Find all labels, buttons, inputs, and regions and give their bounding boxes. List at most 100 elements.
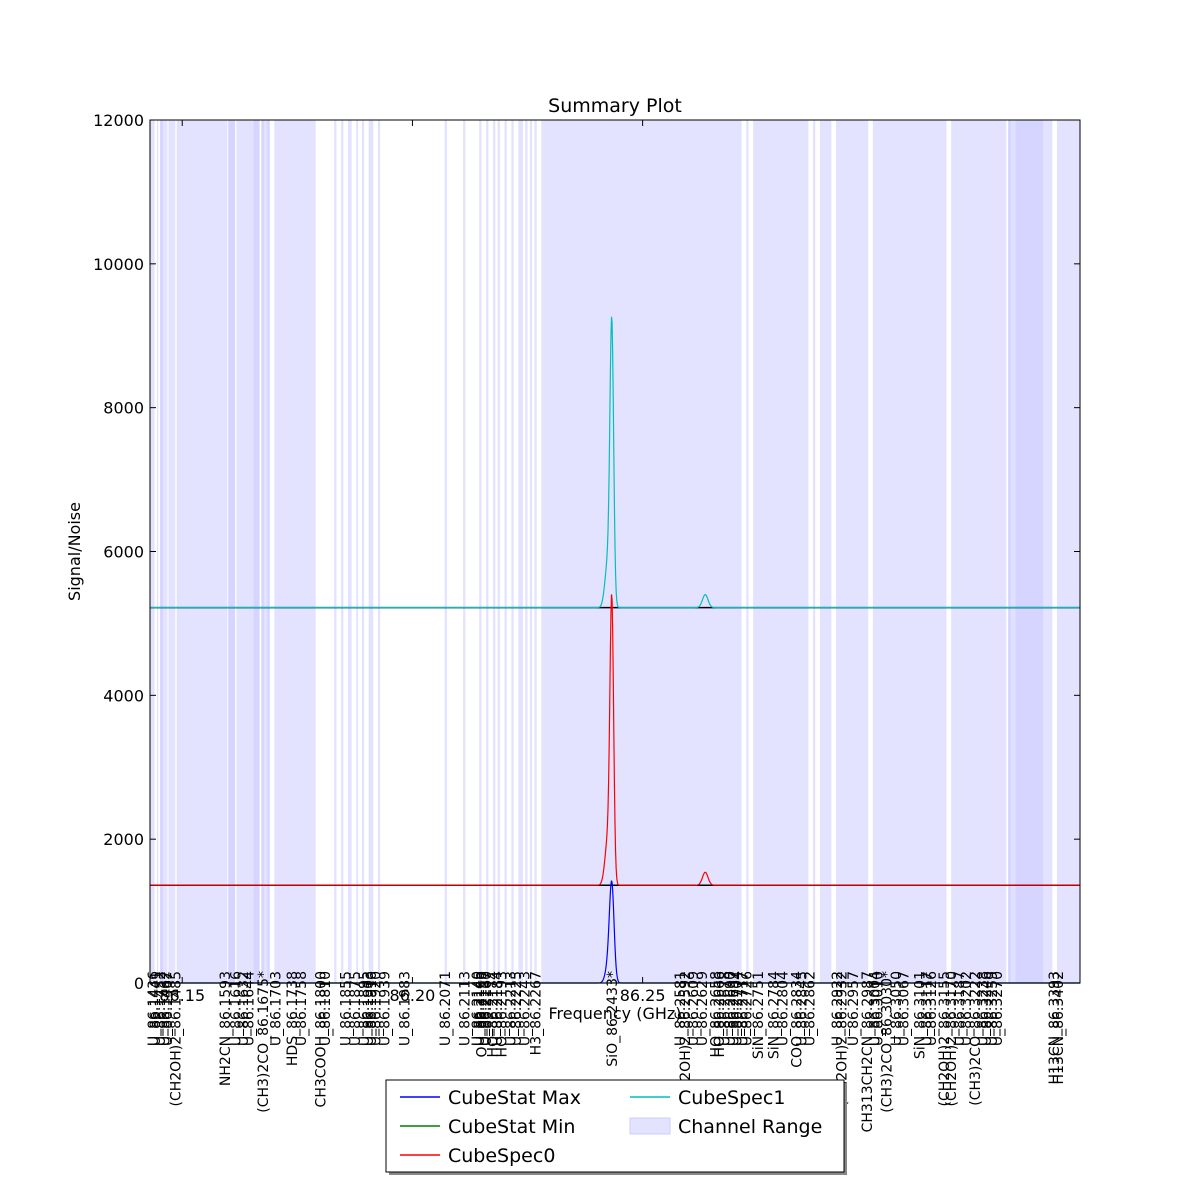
- line-label: U_86.2071: [438, 971, 454, 1046]
- channel-range-band: [179, 120, 228, 983]
- channel-range-band: [529, 120, 533, 983]
- legend: CubeStat Max CubeSpec1 CubeStat Min Channel…: [385, 1079, 847, 1175]
- channel-range-band: [1056, 120, 1080, 983]
- channel-range-band: [492, 120, 496, 983]
- line-label: HO_86.2174: [486, 971, 502, 1058]
- line-label: CH3COOH_86.1800: [313, 971, 329, 1107]
- line-label: U_86.1855: [339, 971, 355, 1046]
- line-label: U_86.1920: [369, 971, 385, 1046]
- line-label: U_86.1903: [361, 971, 377, 1046]
- channel-range-band: [347, 120, 352, 983]
- channel-range-band: [541, 120, 742, 983]
- y-axis-label: Signal/Noise: [65, 502, 84, 601]
- line-label: U_86.1441: [148, 971, 164, 1046]
- line-label: U_86.3202: [959, 971, 975, 1046]
- line-label: U_86.1462: [158, 971, 174, 1046]
- y-tick-label: 2000: [103, 830, 144, 849]
- line-label: U_86.3067: [897, 971, 913, 1046]
- channel-range-band: [368, 120, 374, 983]
- channel-range-band: [156, 120, 159, 983]
- line-label: (CH2OH)2_86.1485: [168, 971, 184, 1106]
- x-tick-label: 86.25: [620, 986, 666, 1005]
- line-label: SiO_86.2433*: [605, 971, 621, 1067]
- channel-range-band-overlap: [176, 120, 180, 983]
- line-label: H13CN_86.3402: [1051, 971, 1067, 1084]
- line-label: (CH3)2CO_86.1675*: [256, 971, 272, 1113]
- channel-range-band-overlap: [228, 120, 236, 983]
- y-tick-label: 4000: [103, 686, 144, 705]
- legend-label-channel_range: Channel Range: [678, 1116, 822, 1138]
- line-label: U_86.1467: [160, 971, 176, 1046]
- channel-range-band-overlap: [160, 120, 163, 983]
- line-label: U_86.1703: [269, 971, 285, 1046]
- channel-range-band: [518, 120, 523, 983]
- channel-range-band: [274, 120, 316, 983]
- channel-range-band-overlap: [253, 120, 260, 983]
- line-label: U_86.2957: [846, 971, 862, 1046]
- line-label: U_86.2726: [740, 971, 756, 1046]
- y-tick-label: 6000: [103, 543, 144, 562]
- line-label: U_86.2717: [736, 971, 752, 1046]
- line-label: U_86.3259: [985, 971, 1001, 1046]
- line-label: U_86.2804: [776, 971, 792, 1046]
- line-label: COO_86.2834: [789, 971, 805, 1068]
- line-label: (CH2OH)2_86.3155: [937, 971, 953, 1106]
- line-label: NH2CN_86.1593: [218, 971, 234, 1086]
- line-label: U_86.1895: [357, 971, 373, 1046]
- line-label: U_86.3117: [920, 971, 936, 1046]
- line-label: U_86.3270: [990, 971, 1006, 1046]
- y-tick-label: 10000: [93, 255, 144, 274]
- line-label: SiN_86.2784: [766, 971, 782, 1059]
- line-label: HDS_86.1738: [285, 971, 301, 1066]
- chart-title: Summary Plot: [548, 95, 682, 117]
- x-axis-label: Frequency (GHz): [548, 1004, 681, 1023]
- line-label: OH_86.2150: [475, 971, 491, 1057]
- channel-range-band: [497, 120, 500, 983]
- channel-range-band: [525, 120, 528, 983]
- line-label: U_86.2157: [478, 971, 494, 1046]
- line-label: U_86.2243: [517, 971, 533, 1046]
- channel-range-bands: [150, 120, 1080, 983]
- line-label: U_86.2922: [830, 971, 846, 1046]
- channel-range-band: [534, 120, 537, 983]
- line-label: (CH2OH)2_86.2592: [678, 971, 694, 1106]
- channel-range-band: [356, 120, 359, 983]
- series-cubespec1: [150, 316, 1080, 609]
- channel-range-band: [872, 120, 947, 983]
- y-tick-label: 0: [134, 974, 144, 993]
- line-label: SiN_86.2751: [751, 971, 767, 1059]
- line-label: U_86.2609: [686, 971, 702, 1046]
- channel-range-band: [746, 120, 749, 983]
- legend-label-cubestat_min: CubeStat Min: [448, 1116, 575, 1138]
- line-label: U_86.2213: [504, 971, 520, 1046]
- line-label: U_86.2690: [723, 971, 739, 1046]
- line-label: U_86.1644: [242, 971, 258, 1046]
- line-label: U_86.1452: [153, 971, 169, 1046]
- x-tick-label: 86.15: [159, 986, 205, 1005]
- channel-range-band-overlap: [1008, 120, 1044, 983]
- legend-label-cubespec1: CubeSpec1: [678, 1087, 785, 1109]
- line-label: U_86.1810: [318, 971, 334, 1046]
- line-label: U_86.2160: [479, 971, 495, 1046]
- x-tick-label: 86.20: [390, 986, 436, 1005]
- line-label: U_86.2678: [718, 971, 734, 1046]
- line-label: U_86.1983: [398, 971, 414, 1046]
- series-cubespec0: [150, 594, 1080, 886]
- line-label: U_86.1436: [146, 971, 162, 1046]
- line-label: U_86.1939: [377, 971, 393, 1046]
- channel-range-band: [835, 120, 869, 983]
- line-label: U_86.2225: [509, 971, 525, 1046]
- channel-range-band: [812, 120, 816, 983]
- line-label: CH313CH2CN_86.2987: [860, 971, 876, 1132]
- line-label: U_86.3246: [979, 971, 995, 1046]
- line-label: U_86.1910: [364, 971, 380, 1046]
- channel-range-band: [753, 120, 809, 983]
- line-label: U_86.2184: [490, 971, 506, 1046]
- channel-range-band: [361, 120, 365, 983]
- channel-range-band: [951, 120, 1007, 983]
- line-label: U_86.2704: [730, 971, 746, 1046]
- line-label: U_86.3010: [870, 971, 886, 1046]
- line-label: U_86.2145: [472, 971, 488, 1046]
- line-label: H3_86.2267: [528, 971, 544, 1055]
